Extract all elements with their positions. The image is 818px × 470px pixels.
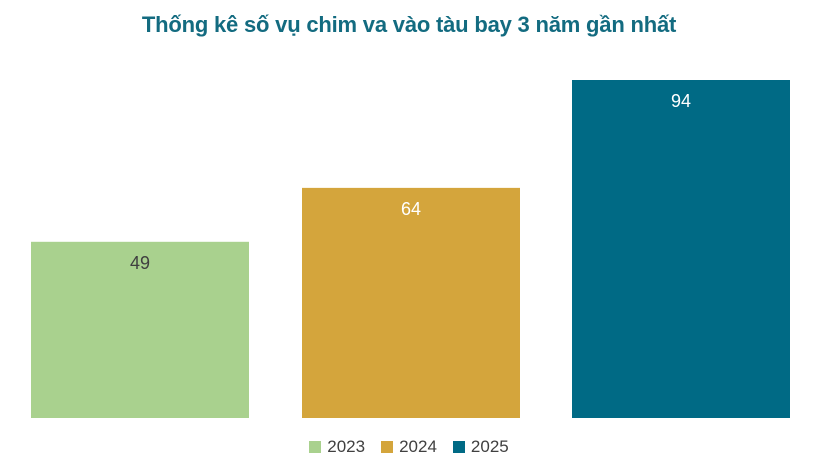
bar-2023	[31, 241, 249, 418]
data-labels-group: 49 64 94	[130, 91, 691, 273]
legend-swatch-2023	[309, 441, 322, 453]
bar-2025	[572, 80, 790, 418]
data-label-2024: 64	[401, 199, 421, 219]
bars-group	[31, 80, 790, 418]
legend-label-2024: 2024	[399, 437, 437, 456]
legend-label-2023: 2023	[327, 437, 366, 456]
legend: 2023 2024 2025	[0, 437, 818, 457]
legend-item-2024: 2024	[381, 437, 437, 457]
legend-label-2025: 2025	[470, 437, 509, 456]
legend-swatch-2025	[452, 441, 465, 453]
chart-title: Thống kê số vụ chim va vào tàu bay 3 năm…	[141, 12, 677, 37]
legend-item-2023: 2023	[309, 437, 365, 457]
bar-2024	[302, 187, 520, 418]
data-label-2025: 94	[671, 91, 691, 111]
legend-swatch-2024	[381, 441, 394, 453]
data-label-2023: 49	[130, 253, 150, 273]
bar-chart: 49 64 94	[31, 80, 790, 418]
legend-item-2025: 2025	[452, 437, 509, 457]
